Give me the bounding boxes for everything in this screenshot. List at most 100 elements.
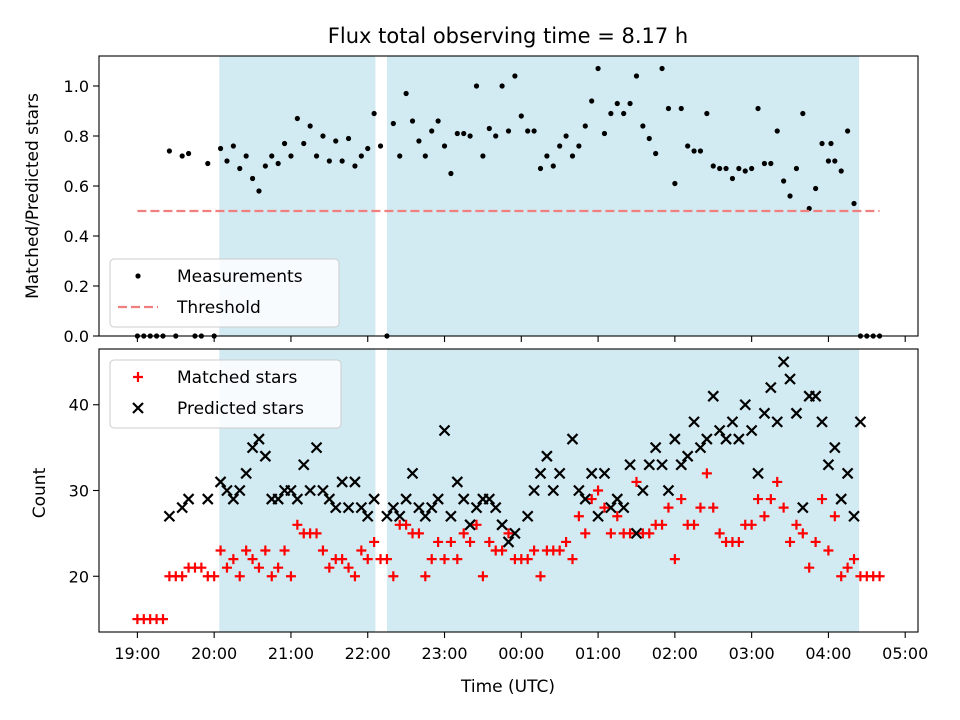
matched-stars-point [337, 554, 348, 565]
legend-box [109, 258, 340, 328]
measurement-point [646, 135, 652, 142]
predicted-stars-point [726, 416, 739, 428]
predicted-stars-point [227, 493, 240, 505]
predicted-stars-point [246, 441, 259, 454]
measurement-point [723, 165, 729, 172]
matched-stars-point [829, 511, 840, 522]
predicted-stars-point [470, 501, 483, 514]
matched-stars-point [317, 545, 328, 556]
predicted-stars-point [329, 501, 342, 514]
measurement-point [505, 128, 512, 134]
measurement-point [569, 153, 576, 159]
predicted-stars-point [553, 467, 566, 480]
measurement-point [742, 168, 748, 174]
predicted-stars-point [547, 484, 560, 497]
predicted-stars-point [752, 467, 764, 480]
matched-stars-point [381, 554, 392, 565]
predicted-stars-point [835, 493, 847, 505]
measurement-point [845, 128, 851, 134]
measurement-point [237, 165, 243, 172]
measurement-point [371, 110, 377, 117]
measurement-point [614, 100, 620, 107]
matched-stars-point [644, 528, 655, 539]
predicted-stars-point [214, 476, 227, 488]
measurement-point [205, 160, 211, 167]
measurement-point [313, 153, 320, 159]
predicted-stars-point [445, 510, 457, 523]
predicted-stars-point [841, 467, 854, 480]
measurement-point [473, 83, 480, 89]
matched-stars-point [362, 554, 373, 565]
measurement-point [621, 110, 627, 117]
matched-stars-point [612, 511, 623, 522]
measurement-point [441, 143, 448, 149]
predicted-stars-point [387, 501, 400, 514]
measurement-point [301, 140, 307, 147]
matched-stars-point [477, 571, 488, 582]
predicted-stars-point [496, 519, 508, 531]
predicted-stars-point [253, 433, 265, 445]
matched-stars-point [285, 571, 296, 582]
predicted-stars-point [777, 356, 790, 368]
series-matched-stars [132, 468, 885, 625]
measurement-point [828, 140, 834, 147]
matched-stars-point [253, 562, 264, 573]
predicted-stars-point [534, 467, 547, 480]
measurement-point [333, 138, 339, 144]
predicted-stars-point [611, 493, 624, 505]
matched-stars-point [177, 571, 188, 582]
measurement-point [224, 158, 230, 164]
matched-stars-point [215, 545, 226, 556]
measurement-point [665, 105, 672, 112]
matched-stars-point [874, 571, 885, 582]
predicted-stars-point [688, 416, 700, 428]
x-tick-label: 00:00 [498, 644, 544, 663]
matched-stars-point [529, 545, 540, 556]
measurement-point [819, 140, 825, 147]
matched-stars-point [433, 536, 444, 547]
matched-stars-point [535, 571, 546, 582]
predicted-stars-point [304, 484, 316, 497]
legend-label: Predicted stars [177, 399, 304, 419]
y-tick-label: 0.0 [64, 327, 89, 346]
measurement-point [480, 153, 486, 159]
predicted-stars-point [221, 484, 233, 497]
predicted-stars-point [291, 493, 304, 505]
matched-stars-point [452, 554, 463, 565]
matched-stars-point [823, 545, 834, 556]
measurement-point [467, 133, 473, 139]
predicted-stars-point [201, 493, 214, 505]
measurement-point [486, 125, 492, 132]
measurement-point [697, 148, 704, 154]
x-tick-label: 01:00 [575, 644, 621, 663]
top-panel: 0.0 0.2 0.4 0.6 0.8 1.0 Measurements Threshold [64, 55, 919, 346]
predicted-stars-point [797, 501, 809, 514]
measurement-point [653, 150, 659, 157]
predicted-stars-point [297, 458, 310, 471]
matched-stars-point [842, 562, 853, 573]
measurement-point [397, 153, 403, 159]
measurement-point [768, 160, 774, 167]
matched-stars-point [445, 536, 456, 547]
matched-stars-point [420, 571, 431, 582]
predicted-stars-point [758, 407, 771, 420]
matched-stars-point [356, 545, 367, 556]
predicted-stars-point [323, 493, 336, 505]
predicted-stars-point [662, 484, 675, 497]
predicted-stars-point [573, 484, 585, 497]
measurement-point [582, 123, 588, 129]
predicted-stars-point [848, 510, 860, 523]
measurement-point [256, 188, 262, 194]
predicted-stars-point [592, 510, 604, 523]
measurement-point [691, 148, 697, 154]
predicted-stars-point [502, 536, 515, 548]
predicted-stars-point [381, 510, 393, 523]
measurement-point [345, 135, 352, 142]
x-tick-label: 22:00 [345, 644, 391, 663]
matched-stars-point [241, 545, 252, 556]
matched-stars-point [573, 511, 584, 522]
matched-stars-point [605, 528, 616, 539]
measurement-point [589, 98, 595, 104]
legend-box [109, 359, 342, 429]
predicted-stars-point [790, 407, 803, 420]
